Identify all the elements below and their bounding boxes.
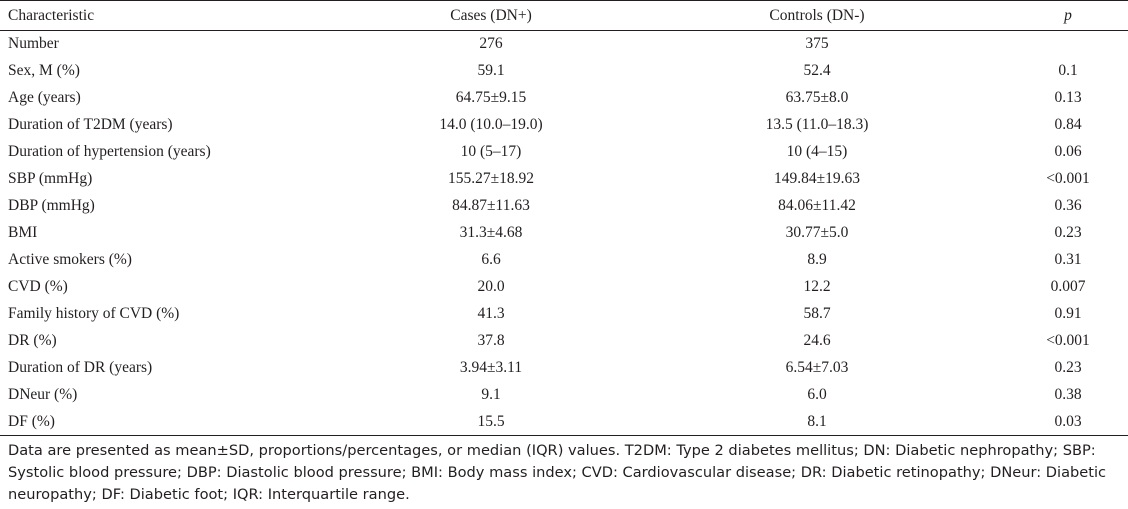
row-cases-value: 64.75±9.15	[455, 89, 527, 106]
row-cases-value: 41.3	[477, 305, 505, 322]
table-row: Number 276 375	[0, 31, 1128, 58]
table-row: SBP (mmHg) 155.27±18.92 149.84±19.63 <0.001	[0, 166, 1128, 193]
row-cases-value: 3.94±3.11	[459, 359, 523, 376]
row-controls-value: 6.54±7.03	[785, 359, 849, 376]
row-p-value	[1000, 31, 1128, 58]
row-controls-value: 30.77±5.0	[785, 224, 849, 241]
table-row: DNeur (%) 9.1 6.0 0.38	[0, 382, 1128, 409]
row-characteristic: Duration of DR (years)	[8, 359, 153, 376]
table-row: Active smokers (%) 6.6 8.9 0.31	[0, 247, 1128, 274]
row-p-value: 0.03	[1000, 408, 1128, 436]
row-characteristic: Duration of T2DM (years)	[8, 116, 173, 133]
table-row: DF (%) 15.5 8.1 0.03	[0, 408, 1128, 436]
header-p-value: p	[1000, 0, 1128, 31]
row-cases-value: 31.3±4.68	[459, 224, 523, 241]
table-row: Duration of T2DM (years) 14.0 (10.0–19.0)…	[0, 112, 1128, 139]
row-controls-value: 58.7	[803, 305, 831, 322]
row-p-value: 0.1	[1058, 62, 1078, 79]
row-cases-value: 84.87±11.63	[452, 197, 530, 214]
table-row: Duration of hypertension (years) 10 (5–17…	[0, 139, 1128, 166]
row-characteristic: Age (years)	[8, 89, 81, 106]
row-characteristic: DF (%)	[0, 408, 348, 436]
characteristics-table: Characteristic Cases (DN+) Controls (DN-…	[0, 0, 1128, 436]
table-footnote: Data are presented as mean±SD, proportio…	[8, 442, 1107, 503]
row-controls-value: 13.5 (11.0–18.3)	[765, 116, 869, 133]
row-p-value: 0.36	[1054, 197, 1082, 214]
row-p-value: 0.13	[1054, 89, 1082, 106]
row-characteristic: DR (%)	[8, 332, 57, 349]
row-p-value: 0.23	[1054, 359, 1082, 376]
row-characteristic: Number	[8, 35, 59, 53]
table-header: Characteristic Cases (DN+) Controls (DN-…	[0, 0, 1128, 31]
row-characteristic: Duration of hypertension (years)	[8, 143, 211, 160]
row-characteristic: Family history of CVD (%)	[8, 305, 180, 322]
header-cases: Cases (DN+)	[348, 0, 634, 31]
row-characteristic: DBP (mmHg)	[8, 197, 95, 214]
table-row: Family history of CVD (%) 41.3 58.7 0.91	[0, 301, 1128, 328]
row-cases-value: 276	[479, 35, 503, 53]
row-p-value: 0.91	[1054, 305, 1082, 322]
row-controls-value: 84.06±11.42	[778, 197, 856, 214]
row-controls-value: 8.1	[634, 408, 1000, 436]
row-cases-value: 37.8	[477, 332, 505, 349]
table-body: Number 276 375 Sex, M (%) 59.1 52.4 0.1 Age (ye…	[0, 31, 1128, 436]
row-controls-value: 149.84±19.63	[773, 170, 860, 187]
table-row: Age (years) 64.75±9.15 63.75±8.0 0.13	[0, 85, 1128, 112]
row-characteristic: CVD (%)	[8, 278, 68, 295]
row-cases-value: 155.27±18.92	[447, 170, 534, 187]
row-cases-value: 6.6	[481, 251, 501, 268]
row-controls-value: 6.0	[807, 386, 827, 403]
row-controls-value: 10 (4–15)	[786, 143, 848, 160]
row-cases-value: 10 (5–17)	[460, 143, 522, 160]
row-p-value: 0.31	[1054, 251, 1082, 268]
header-row: Characteristic Cases (DN+) Controls (DN-…	[0, 0, 1128, 31]
row-characteristic: Sex, M (%)	[8, 62, 80, 79]
header-controls: Controls (DN-)	[634, 0, 1000, 31]
row-characteristic: Active smokers (%)	[8, 251, 132, 268]
table-row: DR (%) 37.8 24.6 <0.001	[0, 328, 1128, 355]
row-controls-value: 24.6	[803, 332, 831, 349]
header-characteristic: Characteristic	[0, 0, 348, 31]
row-controls-value: 52.4	[803, 62, 831, 79]
row-p-value: 0.84	[1054, 116, 1082, 133]
row-cases-value: 9.1	[481, 386, 501, 403]
row-controls-value: 12.2	[803, 278, 831, 295]
row-p-value: <0.001	[1046, 170, 1090, 187]
row-p-value: 0.06	[1054, 143, 1082, 160]
table-row: Duration of DR (years) 3.94±3.11 6.54±7.03…	[0, 355, 1128, 382]
row-p-value: 0.007	[1050, 278, 1086, 295]
table-row: DBP (mmHg) 84.87±11.63 84.06±11.42 0.36	[0, 193, 1128, 220]
row-cases-value: 15.5	[348, 408, 634, 436]
table-row: BMI 31.3±4.68 30.77±5.0 0.23	[0, 220, 1128, 247]
row-cases-value: 20.0	[477, 278, 505, 295]
row-p-value: <0.001	[1046, 332, 1090, 349]
row-characteristic: DNeur (%)	[8, 386, 78, 403]
row-p-value: 0.23	[1054, 224, 1082, 241]
row-characteristic: BMI	[8, 224, 38, 241]
row-cases-value: 59.1	[477, 62, 505, 79]
row-controls-value: 63.75±8.0	[785, 89, 849, 106]
table-row: Sex, M (%) 59.1 52.4 0.1	[0, 58, 1128, 85]
row-p-value: 0.38	[1054, 386, 1082, 403]
characteristics-table-container: Characteristic Cases (DN+) Controls (DN-…	[0, 0, 1128, 436]
row-controls-value: 375	[805, 35, 829, 53]
row-cases-value: 14.0 (10.0–19.0)	[439, 116, 543, 133]
row-characteristic: SBP (mmHg)	[8, 170, 93, 187]
table-row: CVD (%) 20.0 12.2 0.007	[0, 274, 1128, 301]
row-controls-value: 8.9	[807, 251, 827, 268]
